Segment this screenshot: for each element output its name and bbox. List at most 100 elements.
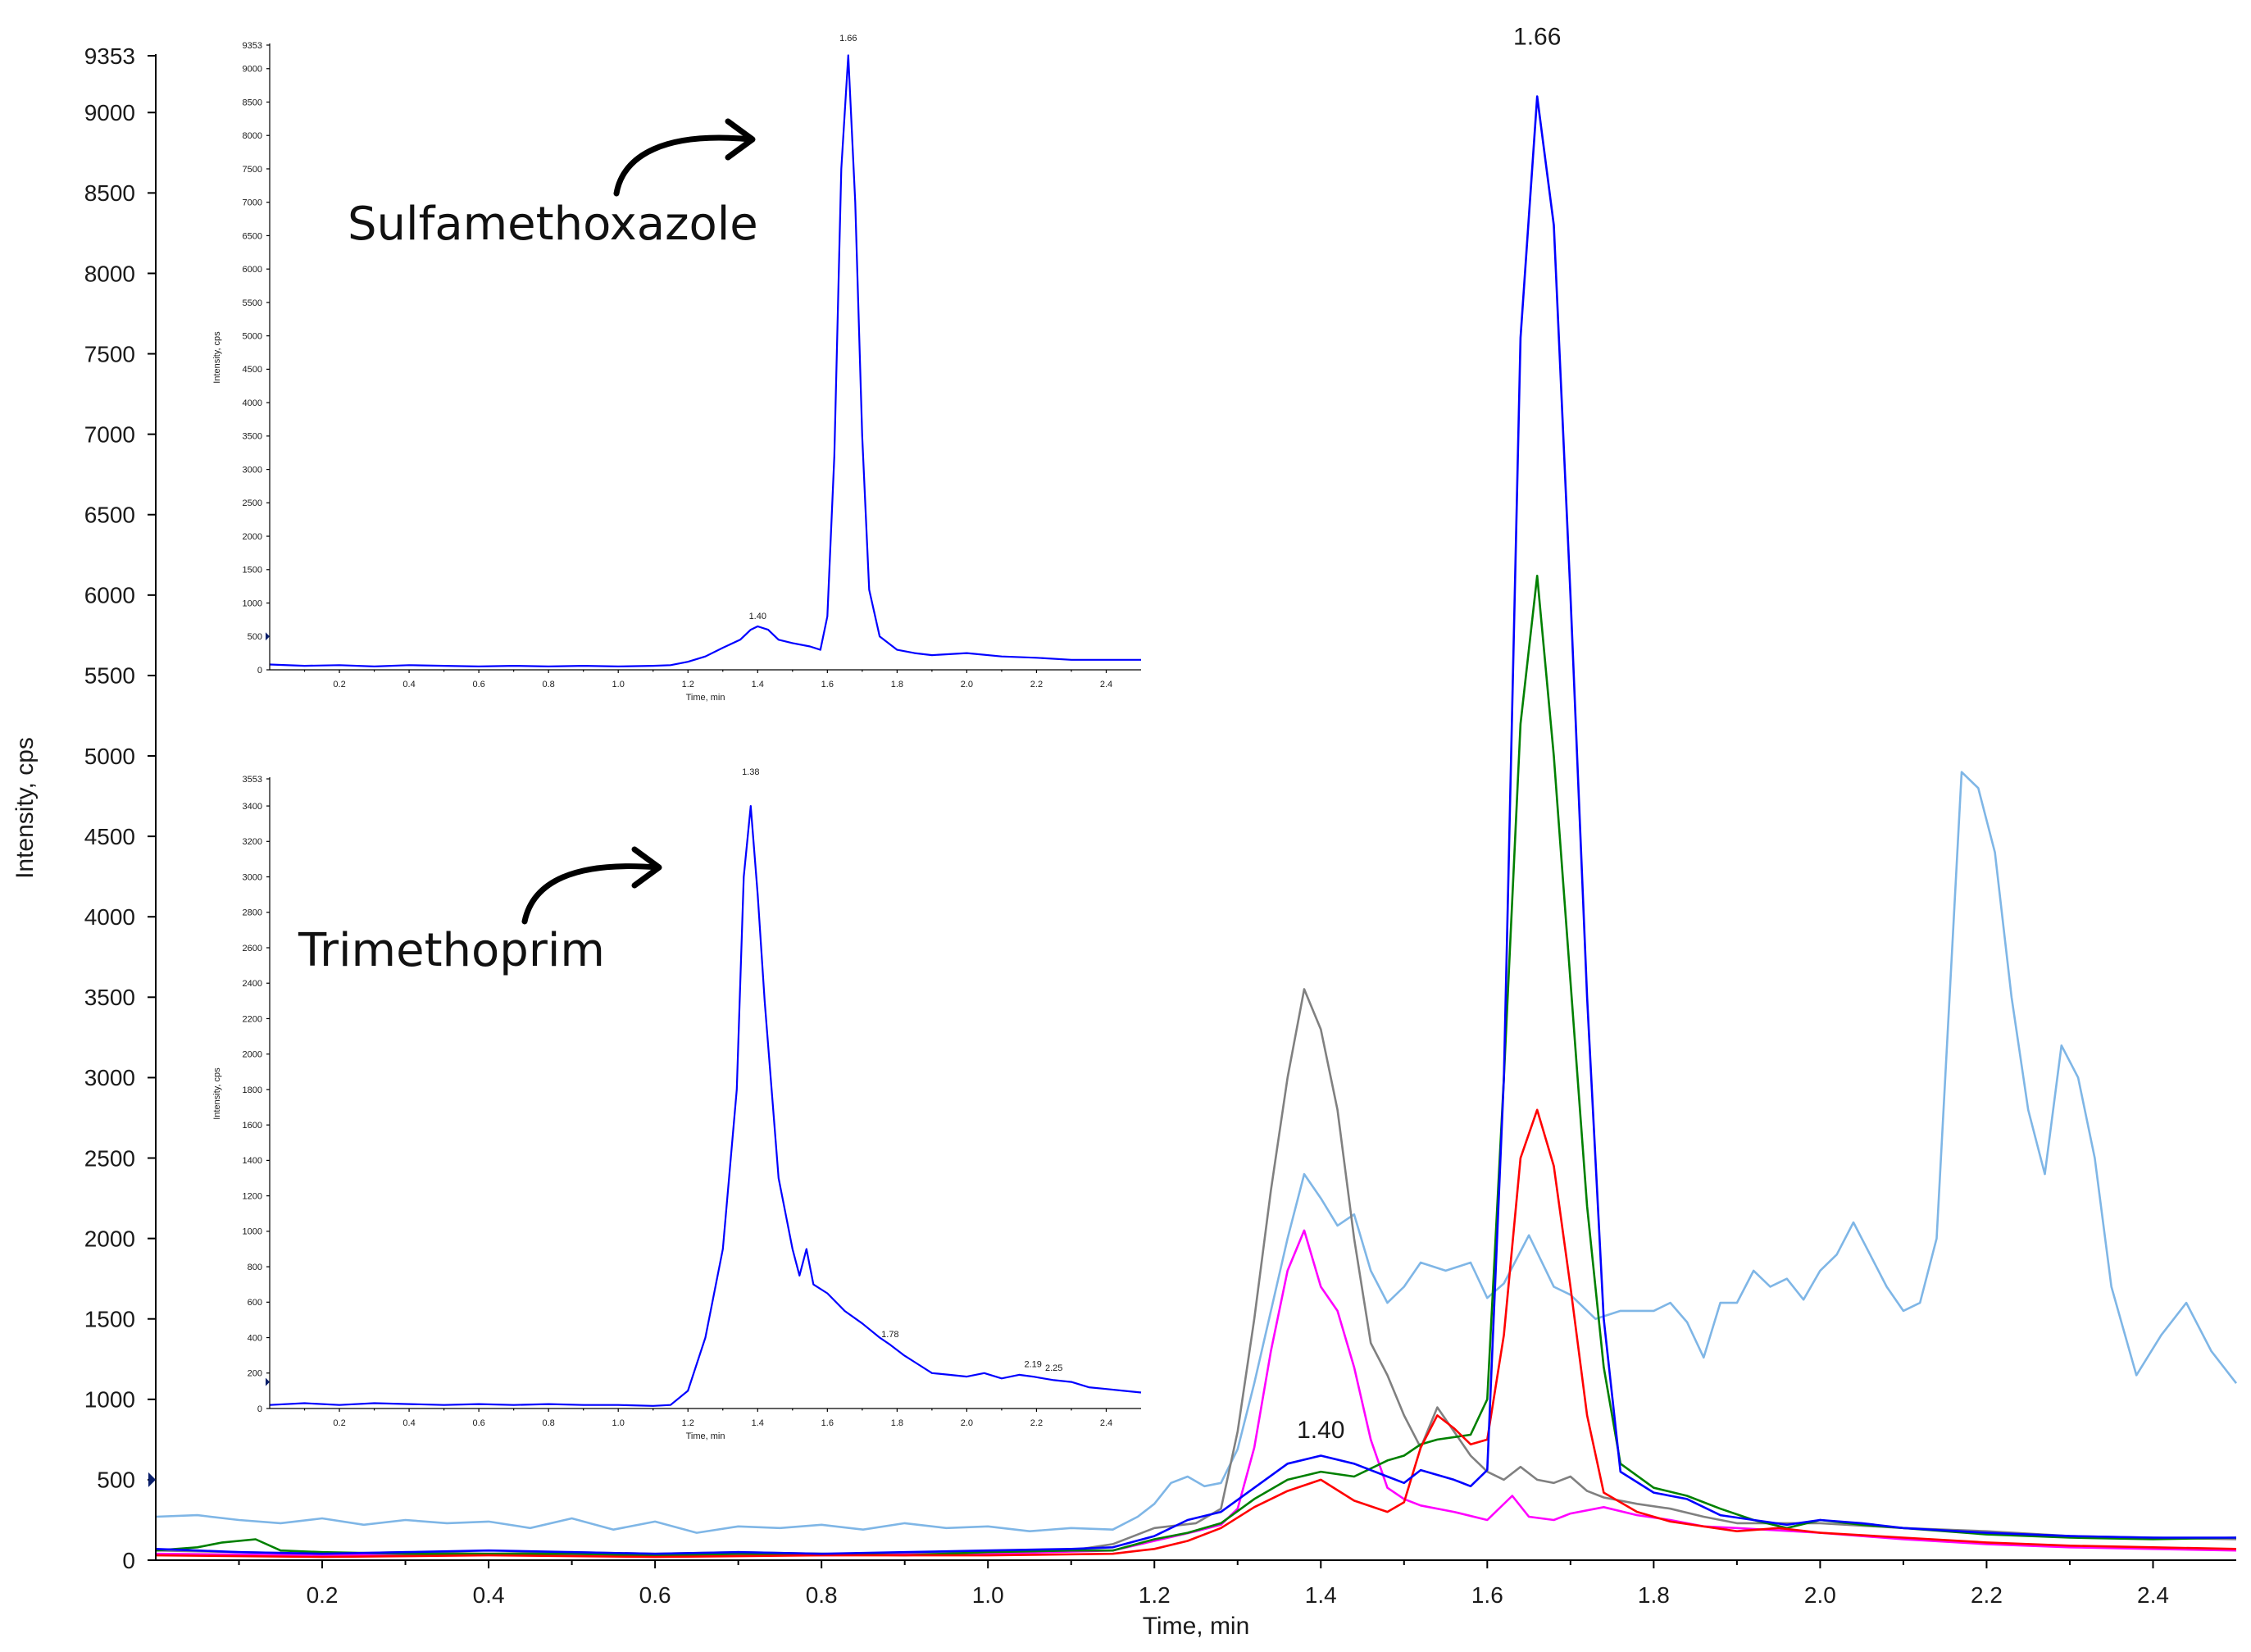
inset-sulfamethoxazole-threshold-marker bbox=[266, 632, 270, 641]
inset-sulfamethoxazole-x-tick-label: 0.2 bbox=[333, 680, 345, 689]
main-axes: 0500100015002000250030003500400045005000… bbox=[84, 43, 2236, 1608]
inset-sulfamethoxazole-x-tick-label: 1.6 bbox=[821, 680, 834, 689]
main-x-tick-label: 1.0 bbox=[972, 1582, 1004, 1608]
inset-trimethoprim-x-tick-label: 0.8 bbox=[543, 1418, 555, 1428]
inset-trimethoprim-x-tick-label: 1.4 bbox=[752, 1418, 764, 1428]
inset-sulfamethoxazole-y-tick-label: 500 bbox=[248, 632, 262, 642]
main-y-tick-label: 8000 bbox=[84, 261, 135, 286]
inset-trimethoprim-y-tick-label: 1800 bbox=[243, 1085, 262, 1095]
inset-trimethoprim-x-tick-label: 2.2 bbox=[1030, 1418, 1043, 1428]
inset-trimethoprim-x-tick-label: 0.2 bbox=[333, 1418, 345, 1428]
inset-trimethoprim-y-tick-label: 1400 bbox=[243, 1156, 262, 1166]
inset-sulfamethoxazole-x-tick-label: 2.2 bbox=[1030, 680, 1043, 689]
inset-sulfamethoxazole-peak-label: 1.40 bbox=[749, 612, 766, 621]
inset-sulfamethoxazole-y-tick-label: 8500 bbox=[243, 98, 262, 107]
main-peak-label: 1.66 bbox=[1513, 24, 1561, 51]
inset-sulfamethoxazole-x-tick-label: 0.8 bbox=[543, 680, 555, 689]
inset-sulfamethoxazole-axes: 0 500 1000 1500 2000 2500 3000 3500 4000 4500 5000… bbox=[243, 41, 1141, 689]
main-y-tick-label: 3500 bbox=[84, 985, 135, 1010]
inset-sulfamethoxazole-y-tick-label: 8000 bbox=[243, 131, 262, 141]
inset-sulfamethoxazole-x-tick-label: 0.6 bbox=[472, 680, 484, 689]
inset-sulfamethoxazole-y-tick-label: 2500 bbox=[243, 498, 262, 508]
inset-sulfamethoxazole-y-tick-label: 3500 bbox=[243, 432, 262, 442]
inset-trimethoprim-peak-label: 1.38 bbox=[742, 767, 759, 777]
inset-sulfamethoxazole-y-tick-label: 9353 bbox=[243, 41, 262, 51]
inset-trimethoprim-series-line-0 bbox=[269, 804, 1142, 1407]
inset-sulfamethoxazole-y-tick-label: 4000 bbox=[243, 398, 262, 408]
trimethoprim-annotation: Trimethoprim bbox=[298, 924, 605, 977]
main-y-tick-label: 7000 bbox=[84, 421, 135, 447]
main-x-tick-label: 0.8 bbox=[806, 1582, 838, 1608]
inset-trimethoprim-y-tick-label: 2000 bbox=[243, 1050, 262, 1060]
main-y-axis-label: Intensity, cps bbox=[11, 737, 39, 879]
inset-sulfamethoxazole-y-tick-label: 9000 bbox=[243, 65, 262, 75]
inset-trimethoprim-peak-labels: 1.38 1.78 2.19 2.25 bbox=[742, 767, 1062, 1373]
inset-trimethoprim-y-tick-label: 2400 bbox=[243, 979, 262, 989]
inset-sulfamethoxazole-x-tick-label: 2.4 bbox=[1100, 680, 1112, 689]
inset-trimethoprim-chart: 0 200 400 600 800 1000 1200 1400 1600 1800 2000 220… bbox=[212, 767, 1142, 1441]
main-y-tick-label: 5000 bbox=[84, 744, 135, 769]
inset-sulfamethoxazole-peak-label: 1.66 bbox=[839, 34, 857, 43]
main-y-tick-label: 5500 bbox=[84, 663, 135, 689]
main-threshold-marker bbox=[148, 1472, 156, 1487]
inset-trimethoprim-y-axis-label: Intensity, cps bbox=[212, 1067, 222, 1120]
inset-sulfamethoxazole-y-tick-label: 1500 bbox=[243, 566, 262, 576]
main-series-line-0 bbox=[155, 771, 2238, 1534]
inset-trimethoprim-y-tick-label: 600 bbox=[248, 1298, 262, 1308]
inset-trimethoprim-y-tick-label: 400 bbox=[248, 1333, 262, 1343]
main-peak-label: 1.40 bbox=[1297, 1417, 1344, 1444]
inset-sulfamethoxazole-x-axis-label: Time, min bbox=[686, 693, 725, 703]
inset-sulfamethoxazole-y-tick-label: 7000 bbox=[243, 198, 262, 208]
inset-trimethoprim-peak-label: 2.19 bbox=[1024, 1360, 1041, 1370]
main-y-tick-label: 4000 bbox=[84, 904, 135, 930]
main-x-tick-label: 0.2 bbox=[307, 1582, 339, 1608]
inset-sulfamethoxazole-y-tick-label: 4500 bbox=[243, 365, 262, 375]
main-x-tick-label: 1.8 bbox=[1638, 1582, 1670, 1608]
inset-sulfamethoxazole-x-tick-label: 2.0 bbox=[961, 680, 973, 689]
main-y-tick-label: 9353 bbox=[84, 43, 135, 69]
inset-trimethoprim-y-tick-label: 2800 bbox=[243, 908, 262, 918]
inset-sulfamethoxazole-y-tick-label: 6500 bbox=[243, 231, 262, 241]
trimethoprim-arrow bbox=[521, 863, 661, 925]
main-y-tick-label: 2000 bbox=[84, 1226, 135, 1251]
inset-trimethoprim-x-tick-label: 1.8 bbox=[891, 1418, 903, 1428]
inset-trimethoprim-x-tick-label: 1.6 bbox=[821, 1418, 834, 1428]
main-y-tick-label: 0 bbox=[122, 1548, 135, 1573]
inset-trimethoprim-y-tick-label: 1600 bbox=[243, 1121, 262, 1131]
main-y-tick-label: 1000 bbox=[84, 1387, 135, 1413]
main-x-tick-label: 1.2 bbox=[1139, 1582, 1171, 1608]
inset-trimethoprim-series-group bbox=[269, 804, 1142, 1407]
sulfamethoxazole-arrow-head bbox=[725, 118, 756, 161]
inset-trimethoprim-y-tick-label: 2600 bbox=[243, 944, 262, 953]
inset-trimethoprim-y-tick-label: 1200 bbox=[243, 1191, 262, 1201]
sulfamethoxazole-annotation: Sulfamethoxazole bbox=[348, 198, 758, 251]
main-series-line-4 bbox=[155, 1108, 2237, 1559]
inset-sulfamethoxazole-y-tick-label: 5000 bbox=[243, 331, 262, 341]
inset-sulfamethoxazole-chart: 0 500 1000 1500 2000 2500 3000 3500 4000 4500 5000… bbox=[212, 34, 1141, 703]
inset-trimethoprim-threshold-marker bbox=[266, 1377, 270, 1386]
inset-trimethoprim-y-tick-label: 200 bbox=[248, 1369, 262, 1379]
inset-sulfamethoxazole-y-tick-label: 6000 bbox=[243, 265, 262, 275]
main-x-tick-label: 1.6 bbox=[1471, 1582, 1503, 1608]
main-series-line-5 bbox=[155, 95, 2236, 1555]
main-x-axis-label: Time, min bbox=[1143, 1613, 1250, 1640]
inset-sulfamethoxazole-y-tick-label: 2000 bbox=[243, 532, 262, 542]
inset-trimethoprim-y-tick-label: 3553 bbox=[243, 775, 262, 785]
inset-trimethoprim-y-tick-label: 0 bbox=[257, 1404, 262, 1414]
inset-trimethoprim-x-tick-label: 1.2 bbox=[682, 1418, 694, 1428]
inset-trimethoprim-y-tick-label: 3200 bbox=[243, 837, 262, 847]
inset-trimethoprim-y-tick-label: 2200 bbox=[243, 1014, 262, 1024]
inset-sulfamethoxazole-y-tick-label: 0 bbox=[257, 666, 262, 676]
inset-sulfamethoxazole-x-tick-label: 1.2 bbox=[682, 680, 694, 689]
main-y-tick-label: 4500 bbox=[84, 824, 135, 849]
inset-trimethoprim-x-axis-label: Time, min bbox=[686, 1431, 725, 1441]
main-x-tick-label: 0.4 bbox=[473, 1582, 505, 1608]
inset-trimethoprim-x-tick-label: 0.4 bbox=[402, 1418, 415, 1428]
main-y-tick-label: 500 bbox=[97, 1468, 135, 1493]
main-series-line-2 bbox=[155, 1229, 2237, 1557]
main-x-tick-label: 2.4 bbox=[2137, 1582, 2169, 1608]
inset-trimethoprim-x-tick-label: 0.6 bbox=[472, 1418, 484, 1428]
inset-trimethoprim-axes: 0 200 400 600 800 1000 1200 1400 1600 1800 2000 220… bbox=[243, 775, 1141, 1428]
inset-sulfamethoxazole-y-tick-label: 7500 bbox=[243, 165, 262, 175]
